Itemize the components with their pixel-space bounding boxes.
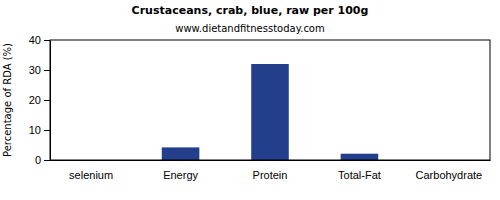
y-axis: 0 10 20 30 40	[29, 34, 51, 166]
y-tick-mark	[44, 40, 50, 41]
y-tick: 30	[29, 64, 50, 76]
x-axis: selenium Energy Protein Total-Fat Carbohydra…	[51, 161, 491, 181]
y-tick-label: 30	[29, 64, 41, 76]
y-axis-line	[50, 41, 51, 161]
plot-frame	[50, 40, 490, 160]
bar	[162, 147, 200, 160]
x-tick-label: selenium	[69, 169, 113, 181]
y-axis-title: Percentage of RDA (%)	[2, 43, 13, 157]
title: Crustaceans, crab, blue, raw per 100g	[132, 4, 369, 17]
x-tick-label: Protein	[253, 169, 288, 181]
y-tick-label: 0	[35, 154, 41, 166]
x-tick-label: Total-Fat	[338, 169, 381, 181]
y-tick: 20	[29, 94, 50, 106]
y-tick: 40	[29, 34, 50, 46]
x-axis-line	[51, 160, 491, 161]
bars	[162, 64, 378, 160]
y-tick-label: 10	[29, 124, 41, 136]
bar	[251, 64, 289, 160]
y-tick-mark	[44, 160, 50, 161]
subtitle: www.dietandfitnesstoday.com	[175, 23, 324, 34]
bar	[341, 154, 379, 160]
x-tick-label: Carbohydrate	[416, 169, 483, 181]
chart: Crustaceans, crab, blue, raw per 100g www…	[0, 0, 500, 200]
x-tick: Energy	[163, 169, 198, 181]
y-tick-label: 20	[29, 94, 41, 106]
x-tick: Carbohydrate	[416, 169, 483, 181]
y-tick-mark	[44, 100, 50, 101]
x-tick: selenium	[69, 169, 113, 181]
x-tick-label: Energy	[163, 169, 198, 181]
y-tick-mark	[44, 130, 50, 131]
y-tick-mark	[44, 70, 50, 71]
plot: 0 10 20 30 40 selenium Energy Protein Total-Fat C…	[29, 34, 491, 181]
y-tick-label: 40	[29, 34, 41, 46]
x-tick: Total-Fat	[338, 169, 381, 181]
x-tick: Protein	[253, 169, 288, 181]
y-tick: 10	[29, 124, 50, 136]
y-tick: 0	[35, 154, 50, 166]
